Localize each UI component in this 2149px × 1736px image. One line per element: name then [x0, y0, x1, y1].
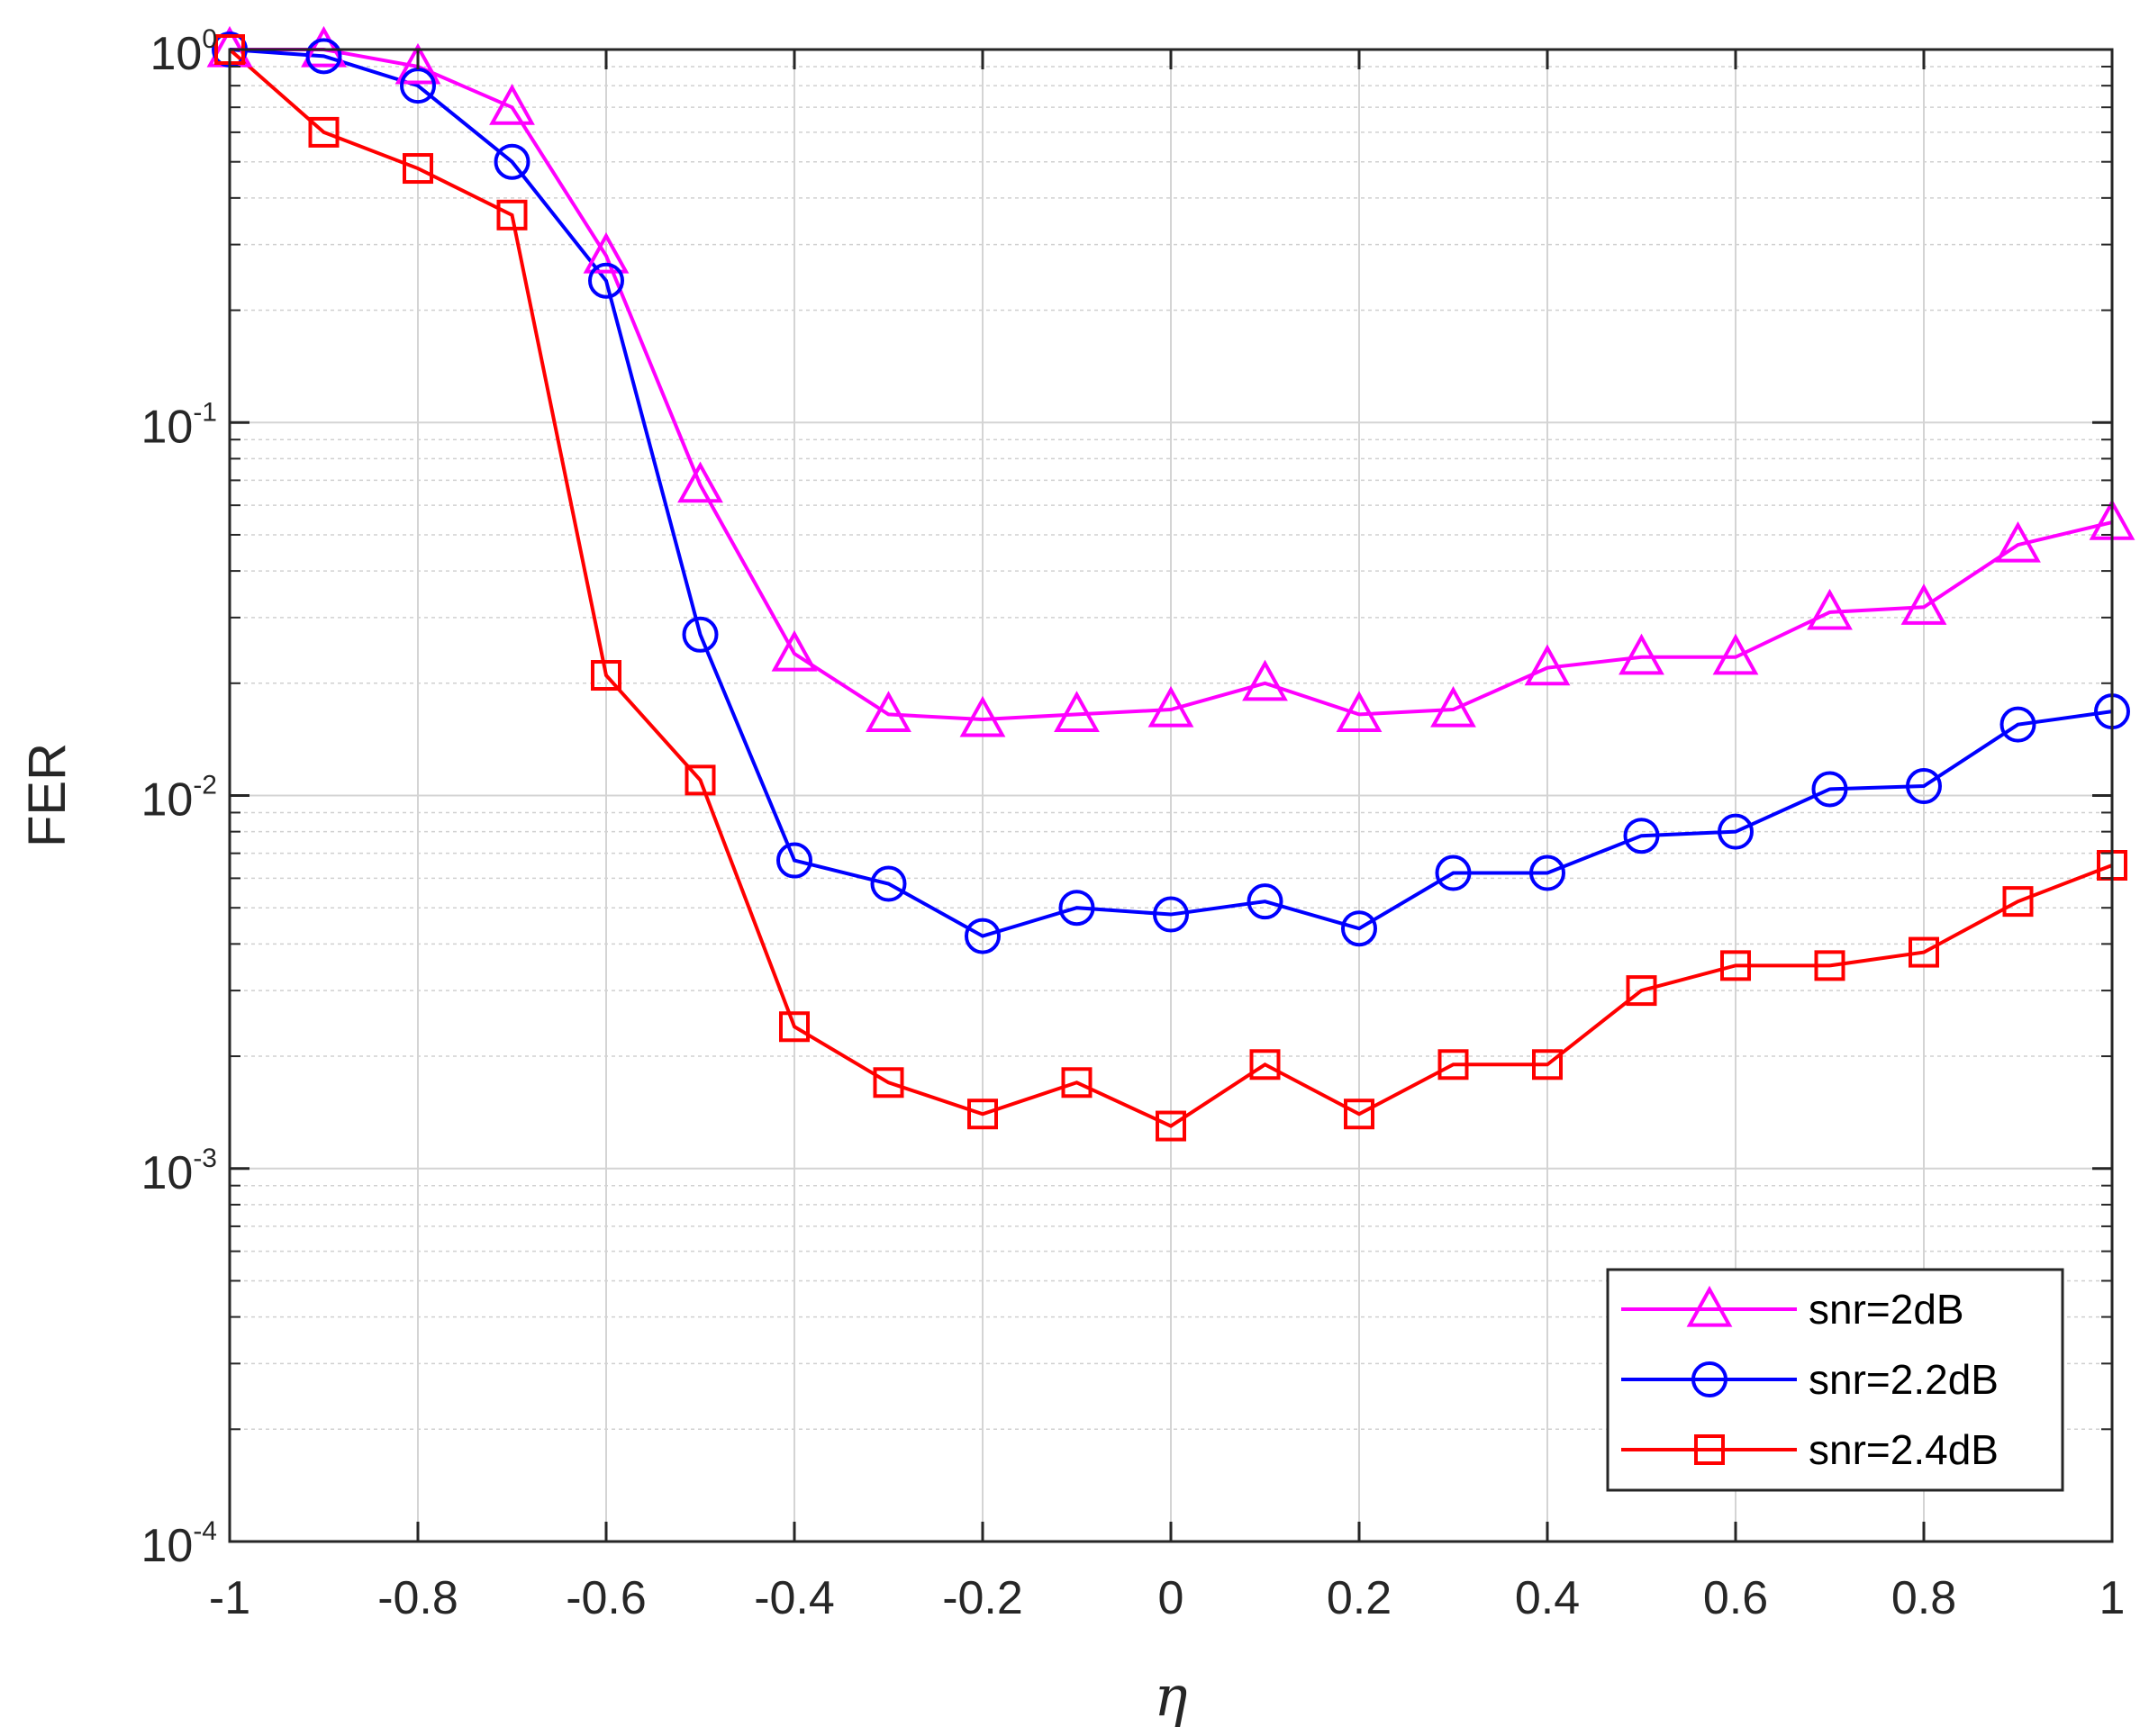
series-line [229, 48, 2113, 938]
data-point-marker [489, 84, 535, 125]
data-point-marker [1061, 1067, 1093, 1099]
series-lines [228, 48, 2113, 1128]
data-point-marker [301, 25, 347, 68]
x-tick-label: -0.6 [566, 1572, 647, 1624]
data-point-marker [1341, 910, 1377, 947]
data-point-marker [677, 461, 723, 503]
x-axis-label: η [1154, 1663, 1187, 1729]
data-point-marker [2002, 886, 2034, 918]
data-point-marker [583, 231, 630, 274]
data-point-marker [1153, 896, 1189, 933]
legend-marker [1694, 1434, 1725, 1465]
y-tick-label: 10-2 [141, 771, 217, 827]
data-point-marker [771, 629, 818, 672]
data-point-marker [1906, 768, 1942, 805]
x-tick-label: -0.8 [377, 1572, 458, 1624]
data-point-marker [1900, 583, 1947, 625]
data-point-marker [1718, 813, 1754, 850]
data-point-marker [1344, 1099, 1374, 1130]
legend-label: snr=2.2dB [1809, 1356, 1999, 1403]
data-point-marker [682, 616, 719, 653]
data-point-marker [1242, 659, 1288, 701]
data-point-marker [591, 660, 621, 692]
data-point-marker [1147, 685, 1194, 728]
legend-marker [1686, 1285, 1733, 1327]
data-point-marker [496, 199, 528, 231]
x-tick-label: 0.4 [1515, 1572, 1580, 1624]
data-point-marker [1058, 890, 1095, 927]
legend-marker [1691, 1361, 1727, 1397]
data-point-marker [959, 695, 1006, 737]
axis-ticks [228, 48, 2114, 1543]
data-point-marker [965, 918, 1001, 954]
y-tick-label: 100 [150, 24, 217, 80]
x-tick-label: -0.2 [942, 1572, 1023, 1624]
data-point-marker [394, 42, 441, 85]
x-tick-label: -1 [209, 1572, 250, 1624]
data-point-marker [1623, 818, 1660, 854]
data-point-marker [776, 842, 812, 879]
data-point-marker [1529, 854, 1565, 891]
data-point-marker [1437, 1049, 1469, 1080]
x-tick-labels: -1 -0.8 -0.6 -0.4 -0.2 0 0.2 0.4 0.6 0.8 1 [209, 1572, 2126, 1624]
data-point-marker [685, 764, 716, 796]
data-point-marker [1430, 685, 1476, 728]
series-line [228, 48, 2113, 1128]
data-point-marker [1811, 771, 1848, 808]
data-point-marker [1619, 633, 1664, 675]
y-tick-label: 10-4 [141, 1516, 217, 1572]
y-tick-label: 10-1 [141, 397, 217, 453]
data-point-marker [1435, 854, 1472, 891]
series-line [230, 48, 2113, 721]
data-point-marker [1249, 1049, 1281, 1080]
data-point-marker [1995, 520, 2041, 563]
x-tick-label: 1 [2099, 1572, 2126, 1624]
data-point-marker [1054, 691, 1100, 733]
data-point-marker [400, 68, 436, 104]
y-tick-label: 10-3 [141, 1144, 217, 1199]
x-tick-label: 0.6 [1703, 1572, 1768, 1624]
data-point-marker [308, 116, 340, 148]
legend: snr=2dB snr=2.2dB snr=2.4dB [1606, 1268, 2064, 1492]
x-tick-label: -0.4 [754, 1572, 835, 1624]
data-point-marker [1814, 950, 1845, 981]
series-markers [206, 25, 2135, 1142]
y-axis-label: FER [18, 743, 77, 847]
data-point-marker [866, 691, 911, 733]
legend-label: snr=2dB [1809, 1286, 1964, 1333]
data-point-marker [873, 1067, 904, 1099]
x-tick-label: 0.8 [1891, 1572, 1956, 1624]
data-point-marker [1720, 950, 1751, 981]
data-point-marker [305, 38, 342, 75]
data-point-marker [779, 1011, 810, 1043]
data-point-marker [967, 1099, 998, 1130]
y-tick-labels: 100 10-1 10-2 10-3 10-4 [141, 24, 217, 1572]
data-point-marker [1626, 975, 1657, 1007]
x-tick-label: 0 [1158, 1572, 1184, 1624]
data-point-marker [1712, 633, 1759, 675]
x-tick-label: 0.2 [1327, 1572, 1392, 1624]
data-point-marker [1909, 936, 1939, 968]
data-point-marker [1807, 588, 1853, 630]
data-point-marker [1247, 883, 1283, 920]
data-point-marker [1156, 1110, 1186, 1142]
data-point-marker [588, 262, 624, 299]
data-point-marker [1524, 644, 1571, 686]
data-point-marker [403, 153, 433, 185]
data-point-marker [1999, 706, 2036, 743]
data-point-marker [1336, 691, 1383, 733]
data-point-marker [870, 865, 907, 902]
data-point-marker [494, 143, 530, 180]
data-point-marker [1532, 1049, 1563, 1080]
legend-label: snr=2.4dB [1809, 1426, 1999, 1473]
